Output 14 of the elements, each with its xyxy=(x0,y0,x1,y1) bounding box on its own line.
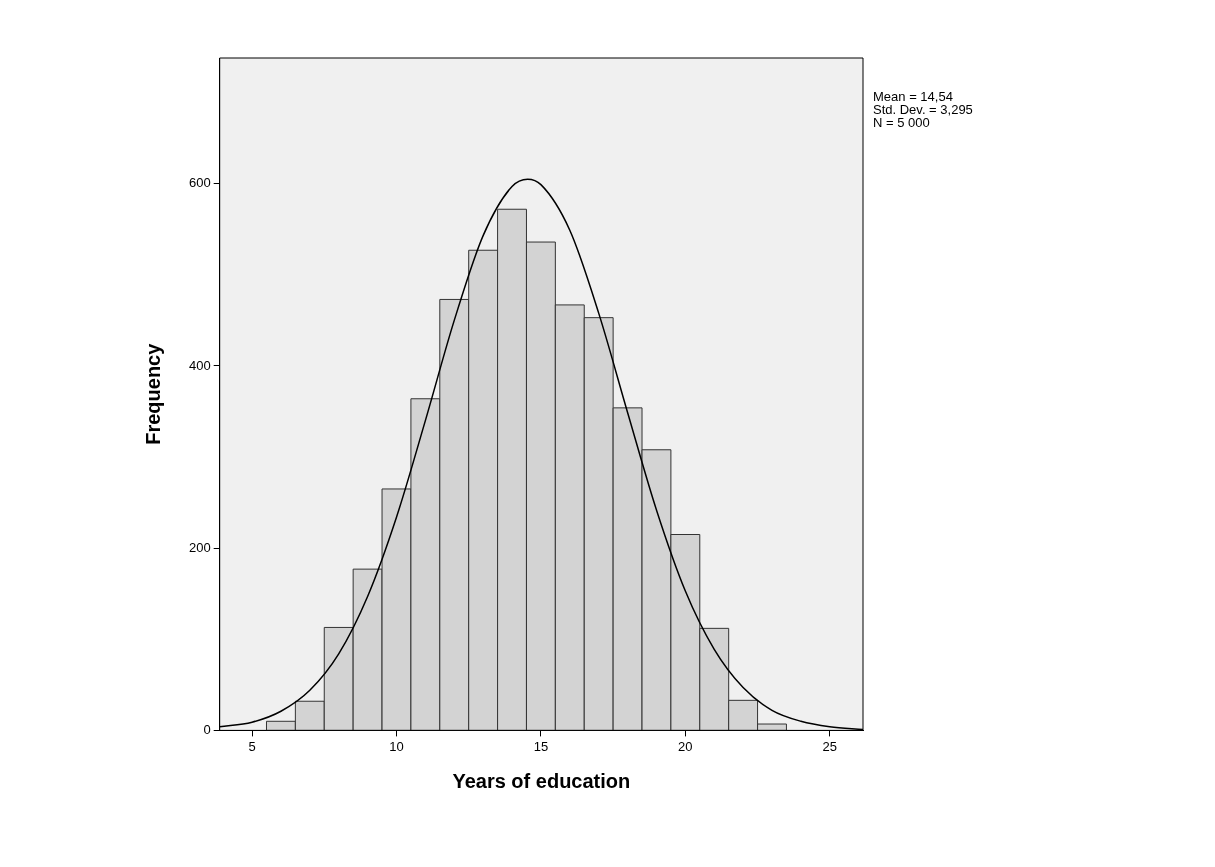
text: Mean = 14,54 xyxy=(873,89,953,105)
x-tick-label: 20 xyxy=(678,738,693,754)
x-tick-label: 5 xyxy=(248,738,256,754)
x-tick-label: 25 xyxy=(822,738,838,754)
y-tick-label: 600 xyxy=(188,175,211,191)
text: N = 5 000 xyxy=(873,115,930,131)
x-tick-label: 10 xyxy=(389,738,404,754)
x-axis-title: Years of education xyxy=(452,769,631,792)
y-tick-label: 0 xyxy=(203,721,211,737)
y-tick-label: 400 xyxy=(188,357,211,373)
y-axis-title: Frequency xyxy=(141,342,164,445)
x-tick-label: 15 xyxy=(533,738,549,754)
y-tick-label: 200 xyxy=(188,539,211,555)
text: Std. Dev. = 3,295 xyxy=(873,102,973,118)
